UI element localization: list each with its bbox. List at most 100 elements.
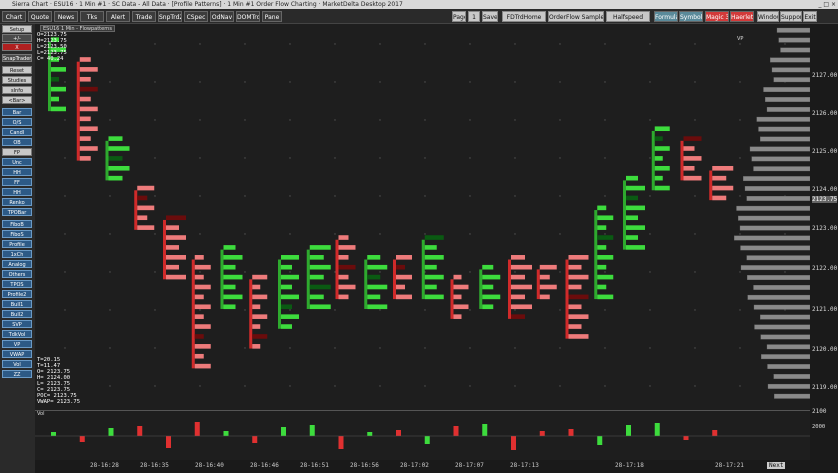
price-chart[interactable] (35, 24, 810, 410)
footprint-cell (195, 255, 204, 260)
news-button[interactable]: News (54, 11, 78, 22)
magic-button[interactable]: Magic 3 (705, 11, 729, 22)
sidebar-item-profile[interactable]: Profile (2, 240, 32, 248)
footprint-cell (166, 235, 186, 240)
footprint-cell (166, 255, 186, 260)
footprint-cell (597, 245, 606, 250)
sidebar-item-1xch[interactable]: 1xCh (2, 250, 32, 258)
volume-bar (655, 423, 660, 436)
footprint-cell (482, 304, 493, 309)
footprint-cell (166, 245, 179, 250)
sidebar-item-setup[interactable]: Setup (2, 25, 32, 33)
sidebar-item-fp[interactable]: FP (2, 148, 32, 156)
sidebar-item-tdkvol[interactable]: TdkVol (2, 330, 32, 338)
page-button[interactable]: Page (452, 11, 466, 22)
volume-bar (367, 432, 372, 436)
sidebar-item-sinfo[interactable]: sInfo (2, 86, 32, 94)
footprint-cell (310, 275, 324, 280)
sidebar-item-vol[interactable]: Vol (2, 360, 32, 368)
grid-dot (604, 195, 605, 196)
volume-profile-row (767, 107, 810, 112)
cspec-button[interactable]: CSpec (184, 11, 208, 22)
orderflow-samples-button[interactable]: OrderFlow Samples (548, 11, 604, 22)
window-controls[interactable]: _ □ × (818, 0, 836, 9)
tks-button[interactable]: Tks (80, 11, 104, 22)
symbols-button[interactable]: Symbols (679, 11, 703, 22)
footprint-cell (626, 215, 638, 220)
grid-dot (469, 195, 470, 196)
chart-button[interactable]: Chart (2, 11, 26, 22)
fdtrdhome-button[interactable]: FDTrdHome (502, 11, 546, 22)
footprint-cell (482, 275, 500, 280)
sidebar-item-hh[interactable]: HH (2, 168, 32, 176)
snptrd-button[interactable]: SnpTrd2 (158, 11, 182, 22)
save-button[interactable]: Save (482, 11, 498, 22)
footprint-cell (339, 265, 356, 270)
sidebar-item-plusminus[interactable]: +/- (2, 34, 32, 42)
price-axis[interactable]: 2127.00 2126.00 2125.00 2124.00 2123.75 … (810, 24, 838, 473)
chart-tab[interactable]: ESU16 1 Min - Flowpatterns (40, 25, 115, 32)
sidebar-item-studies[interactable]: Studies (2, 76, 32, 84)
pane-button[interactable]: Pane (262, 11, 282, 22)
sidebar-item-unc[interactable]: Unc (2, 158, 32, 166)
sidebar-item-vwap[interactable]: VWAP (2, 350, 32, 358)
sidebar-item-profile2[interactable]: Profile2 (2, 290, 32, 298)
footprint-cell (712, 186, 733, 191)
sidebar-item-snaptrader[interactable]: SnapTrader (2, 54, 32, 62)
exit-button[interactable]: Exit (803, 11, 817, 22)
grid-dot (379, 157, 380, 158)
alert-button[interactable]: Alert (106, 11, 130, 22)
footprint-cell (425, 235, 444, 240)
volume-bar (281, 427, 286, 436)
sidebar-item-tpos[interactable]: TPOS (2, 280, 32, 288)
footprint-cell (281, 324, 292, 329)
price-axis-label: 2121.00 (812, 306, 837, 313)
sidebar-item-ff[interactable]: FF (2, 178, 32, 186)
sidebar-item-candl[interactable]: Candl (2, 128, 32, 136)
sidebar-item-analog[interactable]: Analog (2, 260, 32, 268)
sidebar-item-reset[interactable]: Reset (2, 66, 32, 74)
sidebar-item-ob[interactable]: OB (2, 138, 32, 146)
sidebar-item-renko[interactable]: Renko (2, 198, 32, 206)
next-button[interactable]: Next (767, 462, 785, 469)
chart-canvas[interactable] (35, 24, 810, 410)
domtrd-button[interactable]: DOMTrd (236, 11, 260, 22)
haerlet-button[interactable]: Haerlet (730, 11, 754, 22)
sidebar-item-close[interactable]: X (2, 43, 32, 51)
volume-profile-row (750, 147, 810, 152)
volume-pane[interactable] (35, 410, 810, 460)
grid-dot (244, 347, 245, 348)
grid-dot (649, 81, 650, 82)
halfspeed-button[interactable]: Halfspeed (606, 11, 650, 22)
time-axis[interactable]: 28-16:28 28-16:35 28-16:40 28-16:46 28-1… (35, 460, 810, 473)
footprint-cell (482, 285, 493, 290)
sidebar-item-fibob[interactable]: FiboB (2, 220, 32, 228)
page-number-field[interactable]: 1 (468, 11, 480, 22)
sidebar-item-vp[interactable]: VP (2, 340, 32, 348)
odnav-button[interactable]: OdNav (210, 11, 234, 22)
sidebar-item-svp[interactable]: SVP (2, 320, 32, 328)
volume-profile-row (737, 206, 811, 211)
sidebar-item-os[interactable]: O/S (2, 118, 32, 126)
sidebar-item-bull2[interactable]: Bull2 (2, 310, 32, 318)
sidebar-item-bar-group[interactable]: <Bar> (2, 96, 32, 104)
grid-dot (379, 195, 380, 196)
footprint-cell (712, 166, 733, 171)
grid-dot (424, 385, 425, 386)
sidebar-item-bull1[interactable]: Bull1 (2, 300, 32, 308)
quote-button[interactable]: Quote (28, 11, 52, 22)
footprint-cell (224, 245, 236, 250)
sidebar-item-others[interactable]: Others (2, 270, 32, 278)
formula-button[interactable]: Formula (654, 11, 678, 22)
grid-dot (289, 157, 290, 158)
footprint-bar (192, 255, 211, 368)
sidebar-item-hh2[interactable]: HH (2, 188, 32, 196)
support-button[interactable]: Support (780, 11, 802, 22)
sidebar-item-zz[interactable]: ZZ (2, 370, 32, 378)
sidebar-item-bar[interactable]: Bar (2, 108, 32, 116)
window-button[interactable]: Window (757, 11, 779, 22)
footprint-cell (281, 295, 299, 300)
sidebar-item-fibos[interactable]: FiboS (2, 230, 32, 238)
sidebar-item-tpobar[interactable]: TPOBar (2, 208, 32, 216)
trade-button[interactable]: Trade (132, 11, 156, 22)
